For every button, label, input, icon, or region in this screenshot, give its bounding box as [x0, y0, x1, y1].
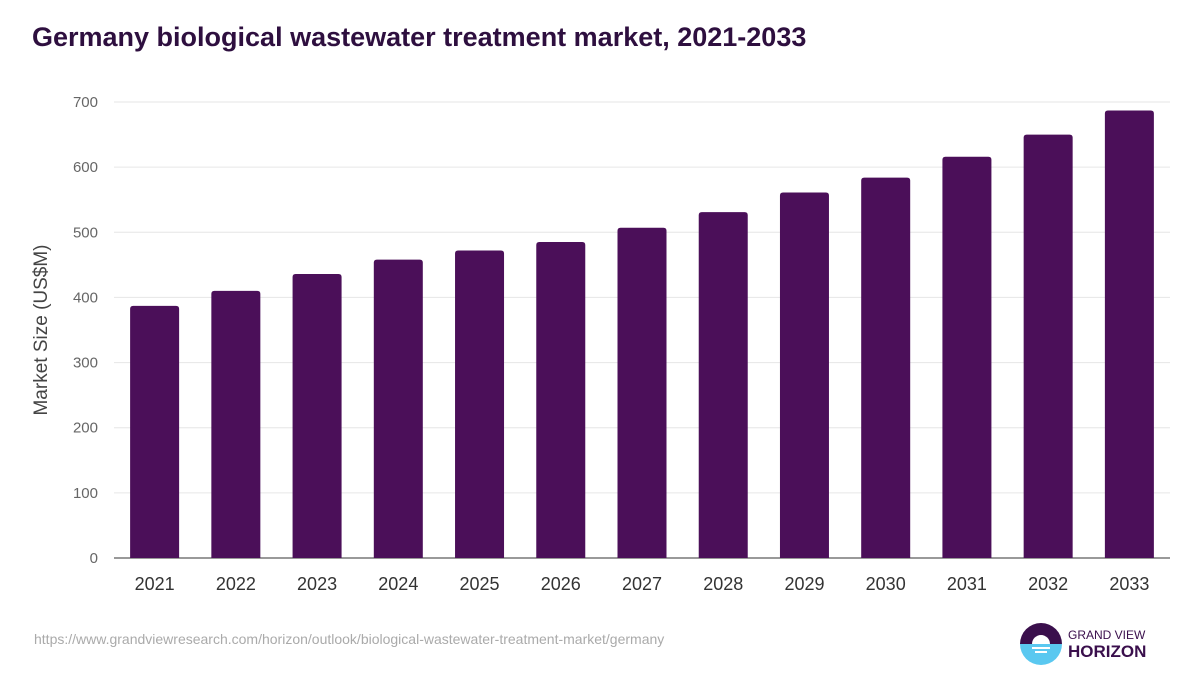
source-url: https://www.grandviewresearch.com/horizo…: [34, 631, 665, 647]
bar-2032: [1023, 134, 1073, 559]
y-tick-label: 200: [73, 420, 98, 437]
bar-2031: [942, 156, 992, 558]
x-tick-label: 2029: [784, 574, 824, 594]
bar-2030: [861, 177, 911, 558]
y-tick-label: 600: [73, 159, 98, 176]
y-tick-label: 100: [73, 485, 98, 502]
bar-2027: [617, 227, 667, 558]
x-tick-label: 2028: [703, 574, 743, 594]
chart-title: Germany biological wastewater treatment …: [32, 22, 807, 52]
x-tick-label: 2024: [378, 574, 418, 594]
bar-2021: [130, 305, 180, 558]
bar-2026: [536, 242, 586, 559]
y-axis-label: Market Size (US$M): [31, 244, 52, 415]
bar-chart: 0 100 200 300 400 500 600 700 2021 2022 2023 2024 20…: [31, 94, 1170, 594]
y-tick-label: 400: [73, 289, 98, 306]
x-tick-label: 2021: [135, 574, 175, 594]
x-tick-label: 2026: [541, 574, 581, 594]
y-tick-label: 700: [73, 94, 98, 111]
x-tick-label: 2027: [622, 574, 662, 594]
bar-2028: [698, 212, 748, 558]
logo-line2: HORIZON: [1068, 642, 1146, 661]
x-tick-label: 2031: [947, 574, 987, 594]
bar-2024: [373, 259, 423, 558]
x-tick-label: 2030: [866, 574, 906, 594]
bar-2023: [292, 273, 342, 558]
bar-2029: [779, 192, 829, 558]
grand-view-horizon-logo: GRAND VIEW HORIZON: [1020, 623, 1146, 665]
y-tick-label: 500: [73, 224, 98, 241]
bar-2025: [455, 250, 505, 559]
logo-line1: GRAND VIEW: [1068, 628, 1146, 642]
y-tick-label: 300: [73, 355, 98, 372]
bar-2033: [1104, 110, 1154, 559]
bar-2022: [211, 290, 261, 558]
y-tick-label: 0: [90, 550, 98, 567]
x-tick-label: 2025: [460, 574, 500, 594]
x-tick-label: 2033: [1109, 574, 1149, 594]
x-tick-label: 2022: [216, 574, 256, 594]
x-tick-label: 2023: [297, 574, 337, 594]
x-tick-label: 2032: [1028, 574, 1068, 594]
